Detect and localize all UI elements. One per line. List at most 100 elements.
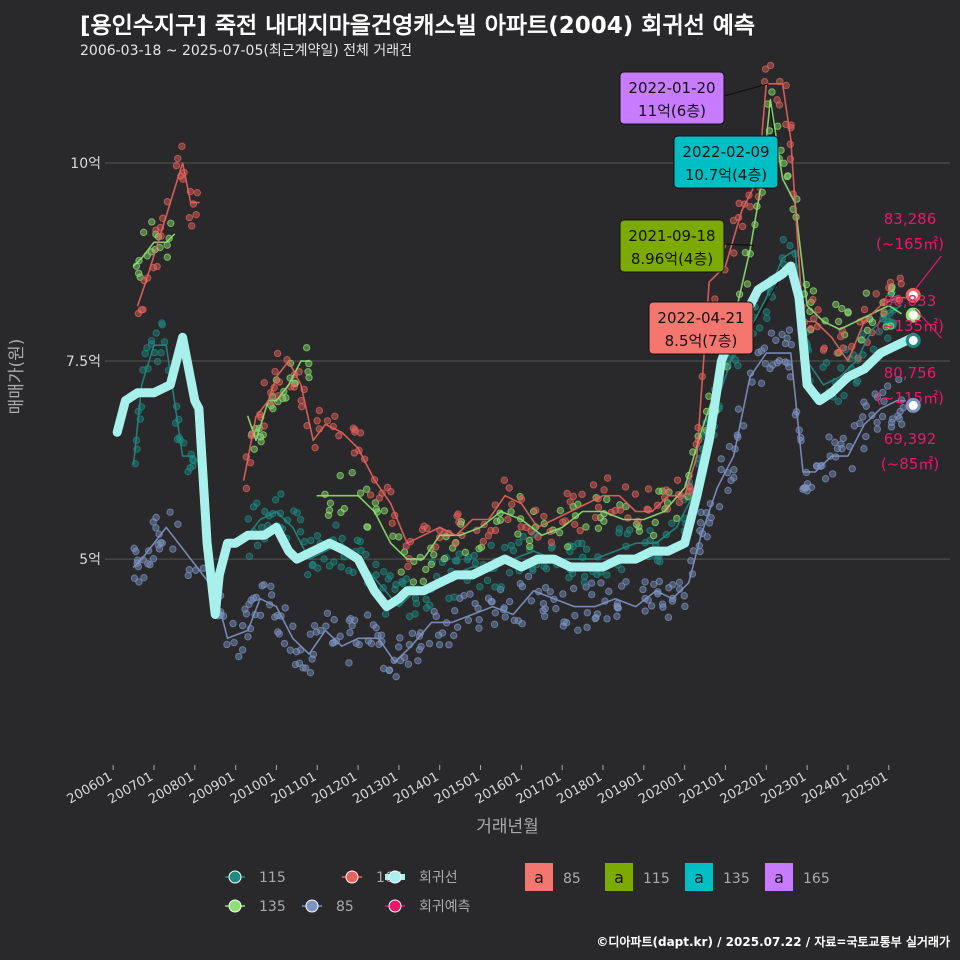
scatter-point — [631, 490, 640, 498]
scatter-point — [705, 519, 714, 527]
scatter-point — [875, 328, 883, 336]
scatter-point — [807, 483, 816, 492]
scatter-point — [673, 476, 682, 484]
scatter-point — [290, 383, 298, 391]
scatter-point — [415, 646, 424, 654]
scatter-point — [169, 545, 177, 553]
scatter-point — [152, 329, 160, 337]
scatter-point — [838, 304, 846, 313]
scatter-point — [563, 543, 572, 551]
scatter-point — [783, 334, 791, 342]
scatter-point — [386, 572, 394, 580]
scatter-point — [245, 600, 253, 608]
scatter-point — [132, 547, 140, 556]
scatter-point — [886, 278, 895, 287]
scatter-point — [873, 393, 882, 401]
scatter-point — [453, 512, 461, 520]
scatter-point — [497, 583, 506, 591]
scatter-point — [388, 519, 396, 527]
scatter-point — [527, 597, 536, 605]
x-tick-label: 201401 — [391, 769, 441, 807]
scatter-point — [715, 503, 724, 511]
scatter-point — [766, 61, 775, 70]
annotation-box — [619, 219, 725, 273]
scatter-point — [812, 462, 821, 470]
scatter-point — [476, 583, 484, 591]
scatter-point — [574, 539, 582, 548]
scatter-point — [302, 343, 311, 352]
scatter-point — [580, 578, 588, 587]
scatter-point — [280, 639, 289, 648]
scatter-point — [238, 646, 247, 654]
annotation-price: 8.5억(7층) — [665, 332, 738, 350]
scatter-point — [404, 660, 413, 668]
scatter-point — [146, 560, 154, 569]
forecast-size-label: (~115㎡) — [876, 389, 944, 407]
scatter-point — [307, 536, 315, 545]
scatter-point — [873, 418, 881, 427]
annotation-date: 2021-09-18 — [628, 227, 715, 245]
scatter-point — [724, 486, 732, 495]
scatter-point — [134, 309, 143, 318]
scatter-point — [800, 484, 808, 492]
scatter-point — [517, 495, 526, 503]
scatter-point — [547, 538, 556, 547]
scatter-point — [323, 609, 332, 617]
scatter-point — [167, 219, 175, 227]
scatter-point — [330, 558, 338, 566]
series-line-165b — [243, 83, 906, 545]
scatter-point — [346, 614, 355, 623]
scatter-point — [134, 269, 143, 277]
scatter-point — [862, 402, 870, 410]
scatter-point — [500, 543, 509, 552]
scatter-point — [780, 159, 788, 167]
scatter-point — [298, 403, 306, 411]
scatter-point — [348, 621, 356, 630]
scatter-point — [664, 613, 673, 622]
scatter-point — [860, 398, 868, 406]
scatter-point — [399, 579, 407, 588]
x-tick-label: 201801 — [555, 769, 605, 807]
scatter-point — [315, 406, 324, 415]
scatter-point — [857, 336, 865, 344]
scatter-point — [356, 537, 364, 546]
scatter-point — [493, 517, 501, 526]
scatter-point — [244, 633, 252, 641]
scatter-point — [880, 397, 888, 405]
scatter-point — [324, 511, 333, 519]
scatter-point — [783, 359, 791, 367]
scatter-point — [617, 582, 626, 590]
scatter-point — [542, 564, 551, 573]
legend-box-key — [765, 863, 793, 891]
x-tick-label: 200701 — [105, 769, 155, 807]
scatter-point — [372, 560, 380, 569]
scatter-point — [229, 619, 237, 628]
scatter-point — [450, 593, 458, 601]
scatter-point — [662, 486, 671, 494]
scatter-point — [516, 579, 524, 588]
scatter-point — [734, 405, 743, 413]
scatter-point — [673, 514, 681, 523]
scatter-point — [426, 601, 434, 609]
scatter-point — [249, 594, 258, 602]
scatter-point — [717, 455, 725, 463]
scatter-point — [323, 417, 332, 425]
scatter-point — [245, 552, 254, 561]
scatter-point — [717, 465, 725, 474]
x-tick-label: 202201 — [718, 769, 768, 807]
scatter-point — [615, 525, 624, 533]
scatter-point — [532, 506, 540, 515]
scatter-point — [409, 578, 418, 586]
scatter-point — [576, 526, 584, 535]
scatter-point — [438, 558, 447, 566]
scatter-point — [320, 555, 328, 563]
scatter-point — [483, 576, 492, 585]
scatter-point — [730, 249, 738, 257]
scatter-point — [878, 412, 887, 421]
annotation-price: 11억(6층) — [638, 102, 706, 120]
forecast-leader — [914, 308, 942, 339]
scatter-point — [471, 559, 480, 567]
scatter-point — [613, 599, 622, 608]
scatter-point — [466, 590, 474, 598]
scatter-point — [831, 438, 839, 447]
